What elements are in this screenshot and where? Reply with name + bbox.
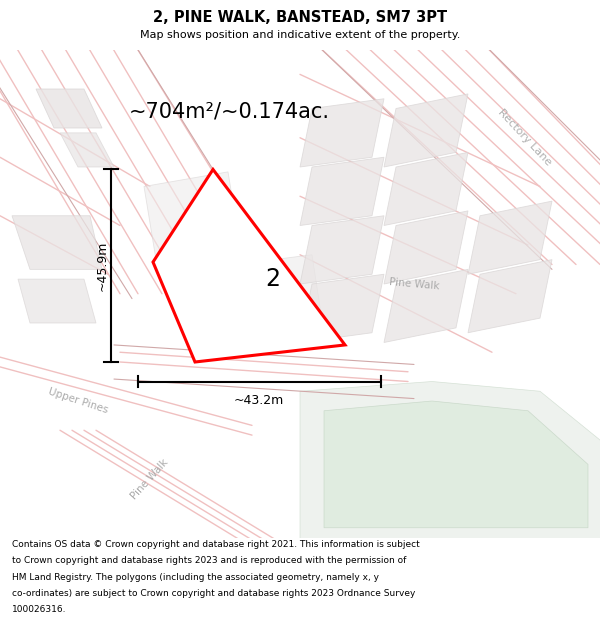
- Polygon shape: [384, 94, 468, 167]
- Text: Pine Walk: Pine Walk: [388, 277, 440, 291]
- Polygon shape: [300, 381, 600, 548]
- Polygon shape: [153, 169, 345, 362]
- Polygon shape: [36, 89, 102, 128]
- Polygon shape: [384, 269, 468, 342]
- Polygon shape: [384, 211, 468, 284]
- Polygon shape: [384, 152, 468, 226]
- Text: Map shows position and indicative extent of the property.: Map shows position and indicative extent…: [140, 30, 460, 40]
- Polygon shape: [468, 201, 552, 274]
- Text: ~45.9m: ~45.9m: [95, 241, 109, 291]
- Text: to Crown copyright and database rights 2023 and is reproduced with the permissio: to Crown copyright and database rights 2…: [12, 556, 406, 565]
- Text: 2, PINE WALK, BANSTEAD, SM7 3PT: 2, PINE WALK, BANSTEAD, SM7 3PT: [153, 10, 447, 25]
- Polygon shape: [324, 401, 588, 528]
- Polygon shape: [300, 99, 384, 167]
- Text: co-ordinates) are subject to Crown copyright and database rights 2023 Ordnance S: co-ordinates) are subject to Crown copyr…: [12, 589, 415, 598]
- Text: Rectory Lane: Rectory Lane: [496, 107, 554, 168]
- Text: Pine Walk: Pine Walk: [130, 457, 170, 501]
- Polygon shape: [18, 279, 96, 323]
- Polygon shape: [12, 216, 102, 269]
- Polygon shape: [198, 255, 324, 342]
- Text: Upper Pines: Upper Pines: [47, 387, 109, 416]
- Text: HM Land Registry. The polygons (including the associated geometry, namely x, y: HM Land Registry. The polygons (includin…: [12, 572, 379, 581]
- Text: 2: 2: [265, 267, 281, 291]
- Text: Contains OS data © Crown copyright and database right 2021. This information is : Contains OS data © Crown copyright and d…: [12, 540, 420, 549]
- Polygon shape: [60, 133, 114, 167]
- Text: 100026316.: 100026316.: [12, 605, 67, 614]
- Polygon shape: [468, 259, 552, 332]
- Polygon shape: [300, 158, 384, 226]
- Text: ~43.2m: ~43.2m: [234, 394, 284, 407]
- Polygon shape: [144, 172, 240, 259]
- Polygon shape: [300, 274, 384, 342]
- Text: ~704m²/~0.174ac.: ~704m²/~0.174ac.: [129, 101, 330, 121]
- Polygon shape: [300, 216, 384, 284]
